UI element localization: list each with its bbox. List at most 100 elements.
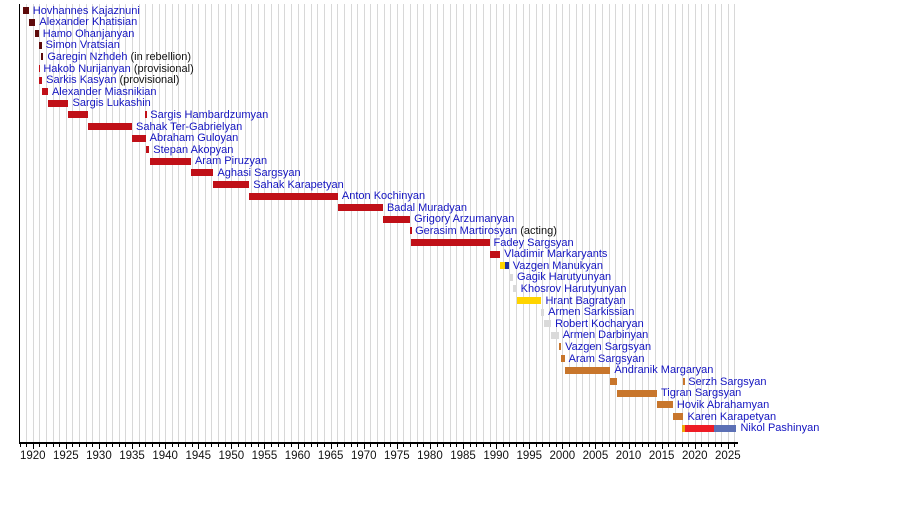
axis-tick-minor [277,443,279,447]
party-bar-segment [38,41,41,49]
axis-tick-minor [621,443,623,447]
person-label: Serzh Sargsyan [688,376,766,388]
grid-line [198,4,200,443]
person-name: Gerasim Martirosyan [415,224,518,237]
axis-tick-major [562,443,564,449]
grid-line [257,4,259,443]
person-name: Aghasi Sargsyan [217,166,301,179]
axis-tick-minor [45,443,47,447]
grid-line [376,4,378,443]
person-name: Hovhannes Kajaznuni [32,4,140,17]
party-bar-segment [551,331,559,339]
axis-tick-minor [688,443,690,447]
axis-tick-minor [118,443,120,447]
person-label: Sargis Hambardzumyan [150,109,268,121]
axis-tick-major [198,443,200,449]
party-bar-segment [40,41,42,49]
grid-line [297,4,299,443]
axis-tick-minor [343,443,345,447]
grid-line [45,4,47,443]
grid-line [363,4,365,443]
person-label: Aram Piruzyan [195,156,267,167]
axis-tick-minor [602,443,604,447]
person-label: Stepan Akopyan [153,144,233,156]
x-axis-line [19,442,738,444]
person-label: Gagik Harutyunyan [517,272,611,283]
axis-tick-minor [588,443,590,447]
person-name: Vazgen Sargsyan [565,340,652,353]
axis-year-label: 1970 [350,450,377,462]
y-axis-line [19,4,20,443]
axis-tick-minor [522,443,524,447]
grid-line [231,4,233,443]
axis-tick-minor [337,443,339,447]
axis-tick-minor [125,443,127,447]
party-bar-segment [541,308,545,316]
party-bar-segment [617,389,657,397]
grid-line [674,4,676,443]
grid-line [32,4,34,443]
grid-line [191,4,193,443]
grid-line [575,4,577,443]
axis-year-label: 1920 [19,450,46,462]
grid-line [476,4,478,443]
grid-line [125,4,127,443]
axis-tick-minor [357,443,359,447]
grid-line [509,4,511,443]
axis-tick-minor [734,443,736,447]
axis-year-label: 2005 [582,450,609,462]
party-bar-segment [47,99,69,107]
grid-line [251,4,253,443]
grid-line [218,4,220,443]
grid-line [317,4,319,443]
grid-line [423,4,425,443]
grid-line [608,4,610,443]
person-label: Robert Kocharyan [555,318,644,330]
person-label: Hovik Abrahamyan [677,399,769,411]
axis-tick-minor [555,443,557,447]
axis-tick-minor [721,443,723,447]
grid-line [635,4,637,443]
axis-tick-minor [79,443,81,447]
person-label: Armen Sarkissian [548,307,634,318]
axis-tick-minor [582,443,584,447]
party-bar-segment [35,30,39,38]
grid-line [621,4,623,443]
axis-tick-major [363,443,365,449]
person-name: Vazgen Manukyan [512,259,604,272]
axis-tick-minor [641,443,643,447]
axis-tick-minor [39,443,41,447]
person-label: Alexander Khatisian [39,17,137,28]
axis-tick-minor [92,443,94,447]
grid-line [529,4,531,443]
party-bar-segment [685,424,714,432]
axis-year-label: 1985 [450,450,476,462]
grid-line [204,4,206,443]
party-bar-segment [657,401,673,409]
person-label: Armen Darbinyan [563,330,649,341]
axis-year-label: 1975 [384,450,410,462]
axis-year-label: 2015 [648,450,675,462]
axis-tick-major [595,443,597,449]
axis-year-label: 1940 [152,450,178,462]
grid-line [330,4,332,443]
axis-tick-minor [608,443,610,447]
grid-line [443,4,445,443]
grid-line [701,4,703,443]
axis-tick-minor [655,443,657,447]
axis-tick-minor [284,443,286,447]
axis-tick-minor [449,443,451,447]
person-name: Anton Kochinyan [341,190,426,203]
axis-tick-minor [271,443,273,447]
axis-tick-major [32,443,34,449]
party-bar-segment [713,424,737,432]
axis-tick-major [529,443,531,449]
axis-year-label: 1935 [119,450,145,462]
grid-line [522,4,524,443]
axis-tick-minor [257,443,259,447]
party-bar-segment [38,65,41,72]
grid-line [350,4,352,443]
person-label: Hakob Nurijanyan (provisional) [43,63,193,75]
axis-year-label: 1925 [53,450,79,462]
